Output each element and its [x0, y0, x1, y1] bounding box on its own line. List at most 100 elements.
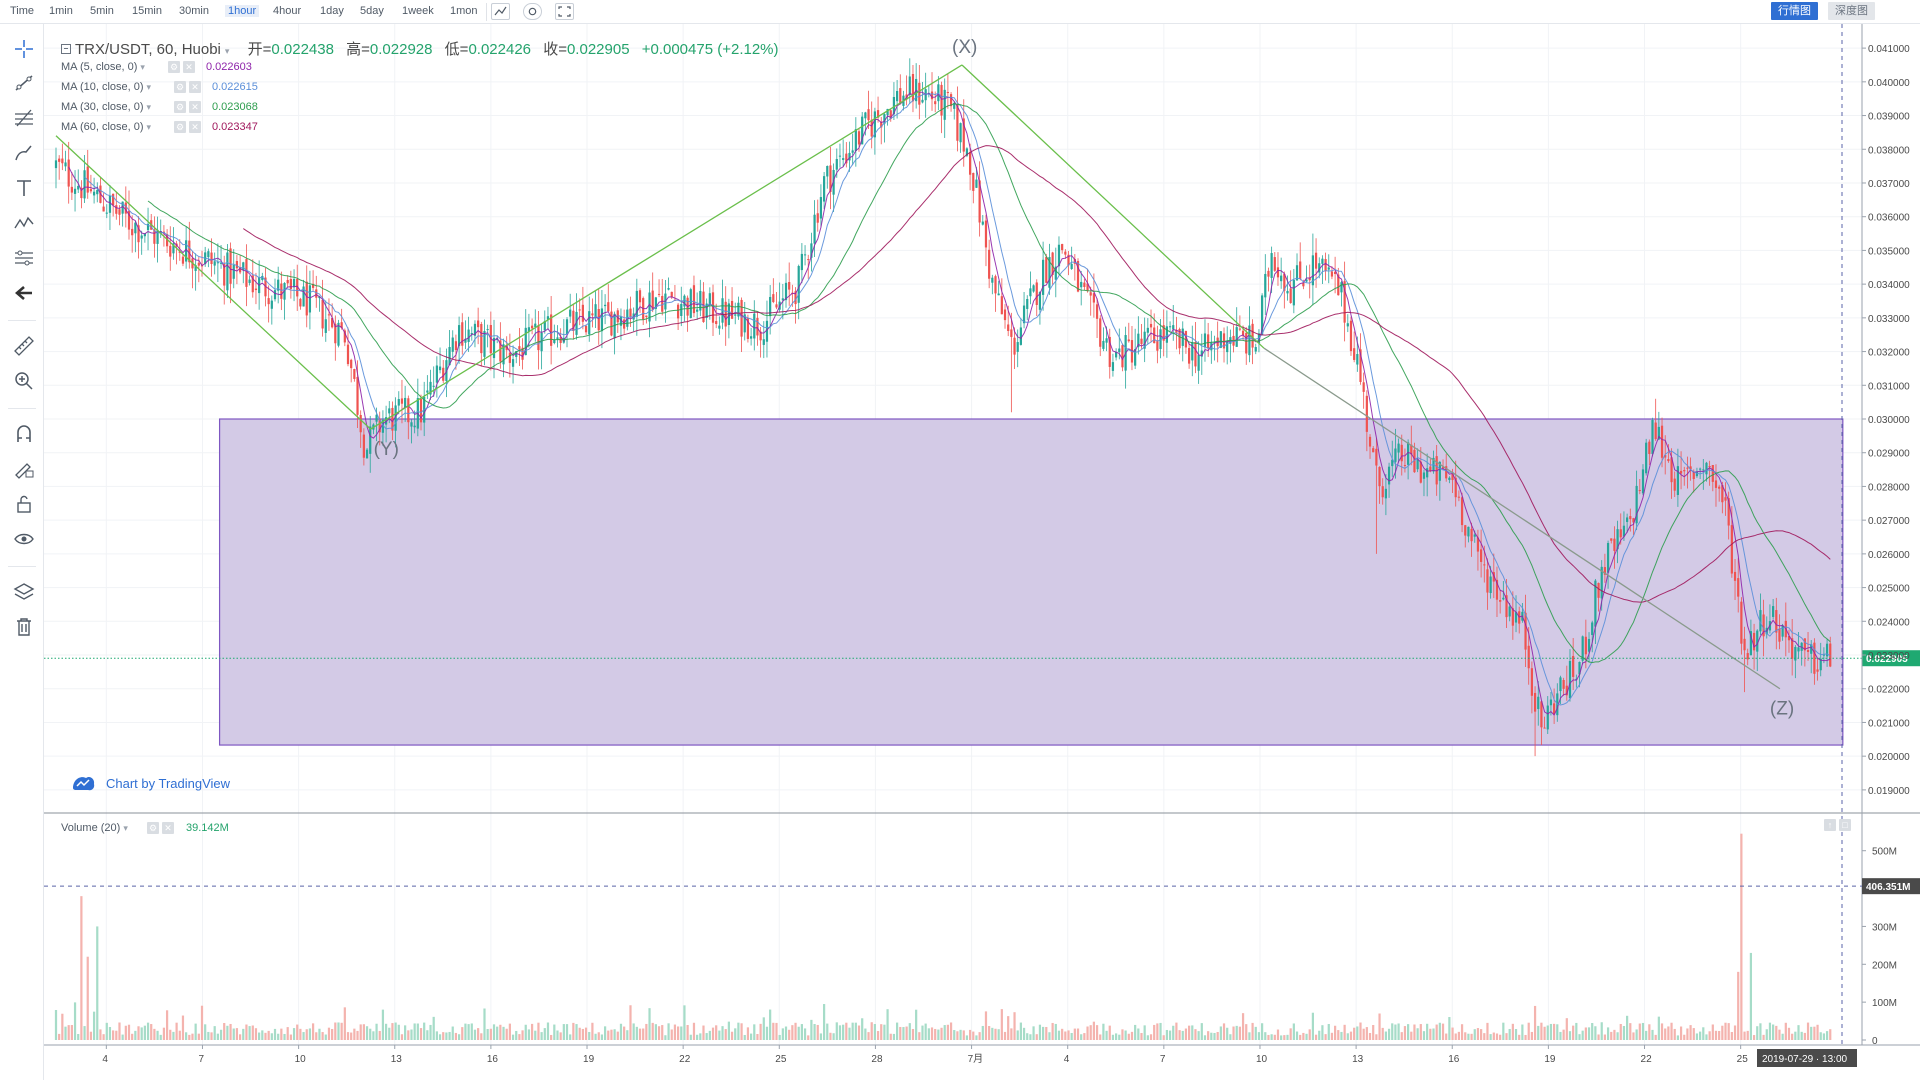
maximize-pane-icon[interactable]: □ [1839, 819, 1851, 831]
pattern-icon[interactable] [12, 211, 36, 235]
volume-bar [603, 1026, 607, 1040]
chevron-down-icon[interactable]: ▾ [140, 62, 145, 72]
candle-body [1441, 466, 1445, 469]
close-icon[interactable]: ✕ [189, 121, 201, 133]
eye-icon[interactable] [12, 527, 36, 551]
tradingview-credit[interactable]: Chart by TradingView [72, 774, 230, 792]
prediction-icon[interactable] [12, 246, 36, 270]
volume-bar [1238, 1026, 1242, 1040]
timeframe-15min[interactable]: 15min [132, 5, 162, 17]
candle-body [1676, 466, 1680, 495]
volume-bar [1499, 1034, 1502, 1040]
ma-5-legend[interactable]: MA (5, close, 0) ▾ [61, 61, 145, 73]
candle-body [1013, 337, 1016, 355]
volume-bar [1365, 1027, 1368, 1040]
market-chart-button[interactable]: 行情图 [1771, 2, 1818, 20]
candle-body [1451, 473, 1454, 481]
trend-line-icon[interactable] [12, 71, 36, 95]
timeframe-1day[interactable]: 1day [320, 5, 344, 17]
volume-bar [959, 1029, 962, 1040]
close-icon[interactable]: ✕ [189, 81, 201, 93]
collapse-legend-icon[interactable] [61, 44, 71, 54]
ma-10-legend[interactable]: MA (10, close, 0) ▾ [61, 81, 151, 93]
candle-body [543, 320, 546, 331]
fib-retracement-icon[interactable] [12, 106, 36, 130]
settings-icon[interactable]: ⚙ [174, 81, 186, 93]
candle-body [857, 131, 861, 145]
volume-bar [686, 1024, 689, 1040]
zoom-in-icon[interactable] [12, 369, 36, 393]
volume-bar [467, 1024, 470, 1040]
trash-icon[interactable] [12, 615, 36, 639]
candle-body [394, 405, 397, 431]
timeframe-1min[interactable]: 1min [49, 5, 73, 17]
close-icon[interactable]: ✕ [189, 101, 201, 113]
lock-drawing-icon[interactable] [12, 457, 36, 481]
volume-bar [83, 1026, 86, 1040]
candle-body [1362, 382, 1365, 392]
volume-bar [1797, 1025, 1800, 1040]
volume-bar [794, 1022, 797, 1040]
volume-bar [365, 1026, 369, 1040]
settings-icon[interactable]: ⚙ [174, 121, 186, 133]
chevron-down-icon[interactable]: ▾ [146, 122, 152, 132]
chevron-down-icon[interactable]: ▾ [146, 102, 152, 112]
text-icon[interactable] [12, 176, 36, 200]
volume-bar [1457, 1031, 1461, 1040]
timeframe-5day[interactable]: 5day [360, 5, 384, 17]
ruler-icon[interactable] [12, 334, 36, 358]
candle-body [1330, 271, 1334, 277]
unlock-icon[interactable] [12, 492, 36, 516]
chart-style-icon[interactable] [491, 3, 510, 20]
candle-body [1616, 529, 1619, 550]
candle-body [296, 278, 299, 297]
volume-bar [1803, 1032, 1806, 1040]
volume-bar [1651, 1029, 1654, 1040]
candle-body [1026, 298, 1029, 309]
crosshair-icon[interactable] [12, 37, 36, 61]
settings-icon[interactable]: ⚙ [168, 61, 180, 73]
close-icon[interactable]: ✕ [162, 822, 174, 834]
timeframe-5min[interactable]: 5min [90, 5, 114, 17]
volume-bar [892, 1033, 896, 1040]
volume-bar [1327, 1024, 1330, 1040]
timeframe-1mon[interactable]: 1mon [450, 5, 478, 17]
candle-body [743, 314, 746, 333]
magnet-icon[interactable] [12, 422, 36, 446]
chevron-down-icon[interactable]: ▾ [224, 46, 230, 56]
candle-body [921, 99, 924, 103]
move-pane-up-icon[interactable]: ↑ [1824, 819, 1836, 831]
chevron-down-icon[interactable]: ▾ [123, 823, 128, 833]
volume-bar [629, 1005, 632, 1040]
timeframe-time[interactable]: Time [10, 5, 35, 17]
back-arrow-icon[interactable] [12, 281, 36, 305]
timeframe-30min[interactable]: 30min [179, 5, 209, 17]
volume-legend[interactable]: Volume (20) ▾ [61, 822, 128, 834]
pattern-line [961, 64, 1265, 349]
candle-body [550, 314, 553, 346]
settings-icon[interactable]: ⚙ [174, 101, 186, 113]
volume-bar [185, 1032, 188, 1040]
candle-body [981, 221, 984, 225]
indicators-icon[interactable] [523, 3, 542, 20]
timeframe-1week[interactable]: 1week [402, 5, 434, 17]
candle-body [1134, 349, 1137, 366]
candle-body [1280, 275, 1283, 282]
volume-bar [965, 1035, 969, 1040]
fullscreen-icon[interactable] [555, 3, 574, 20]
layers-icon[interactable] [12, 580, 36, 604]
chevron-down-icon[interactable]: ▾ [146, 82, 152, 92]
settings-icon[interactable]: ⚙ [147, 822, 159, 834]
depth-chart-button[interactable]: 深度图 [1828, 2, 1875, 20]
volume-bar [305, 1029, 308, 1040]
sidebar-separator [8, 566, 36, 567]
timeframe-1hour[interactable]: 1hour [225, 5, 260, 17]
candle-body [1140, 338, 1143, 345]
ma-60-legend[interactable]: MA (60, close, 0) ▾ [61, 121, 151, 133]
timeframe-4hour[interactable]: 4hour [273, 5, 302, 17]
candle-body [1483, 564, 1486, 566]
brush-icon[interactable] [12, 141, 36, 165]
close-icon[interactable]: ✕ [183, 61, 195, 73]
ma-30-legend[interactable]: MA (30, close, 0) ▾ [61, 101, 151, 113]
